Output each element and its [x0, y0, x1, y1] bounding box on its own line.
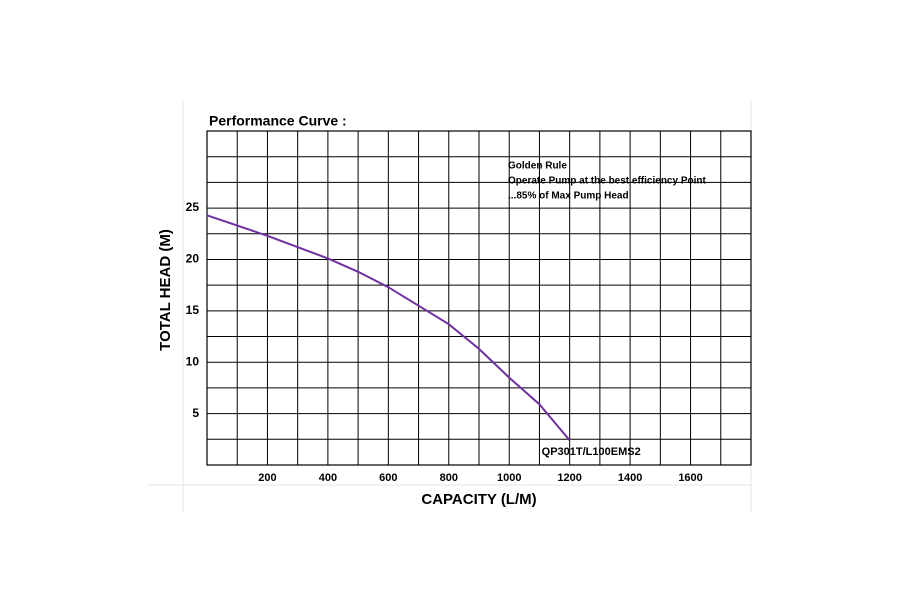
- y-tick-label: 25: [186, 200, 200, 214]
- x-tick-label: 1200: [557, 472, 581, 484]
- x-axis-label: CAPACITY (L/M): [421, 491, 536, 508]
- annotation: Golden Rule: [508, 161, 567, 172]
- x-tick-label: 1400: [618, 472, 642, 484]
- x-tick-label: 200: [258, 472, 276, 484]
- x-tick-label: 1000: [497, 472, 521, 484]
- annotation: Operate Pump at the best efficiency Poin…: [508, 176, 706, 187]
- x-tick-label: 400: [319, 472, 337, 484]
- annotation: ...85% of Max Pump Head: [508, 191, 629, 202]
- y-tick-label: 10: [186, 354, 200, 368]
- y-tick-label: 20: [186, 252, 200, 266]
- x-tick-label: 1600: [678, 472, 702, 484]
- y-tick-label: 5: [192, 406, 199, 420]
- series-line: [206, 214, 571, 441]
- y-tick-label: 15: [186, 303, 200, 317]
- y-axis-label: TOTAL HEAD (M): [157, 229, 174, 351]
- x-tick-label: 800: [440, 472, 458, 484]
- x-tick-label: 600: [379, 472, 397, 484]
- series-label: QP301T/L100EMS2: [542, 446, 641, 458]
- chart-title: Performance Curve :: [209, 113, 347, 129]
